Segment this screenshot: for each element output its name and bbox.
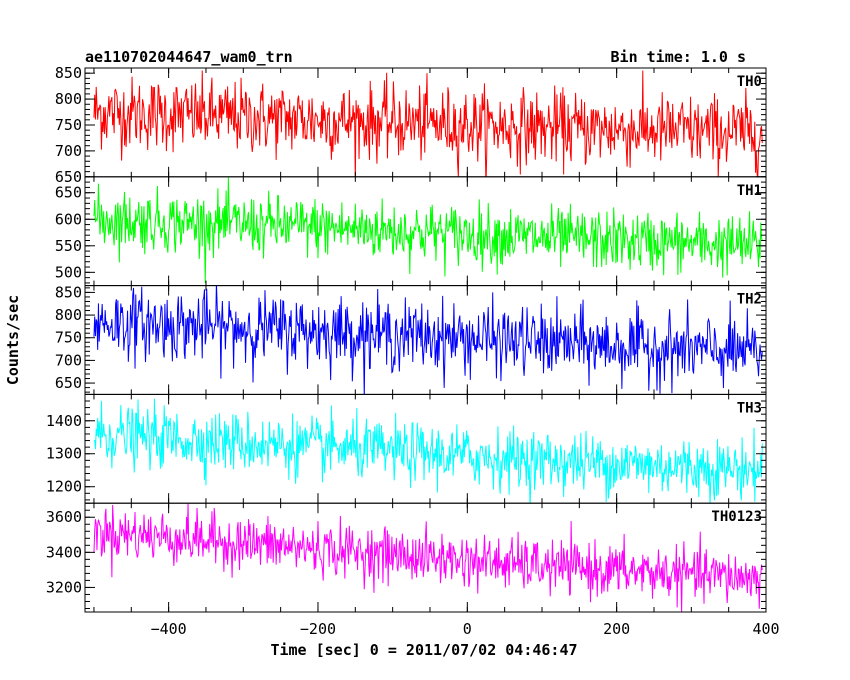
y-tick-label: 700 (55, 142, 82, 160)
panel-label: TH3 (737, 400, 762, 416)
y-tick-label: 850 (55, 283, 82, 301)
y-tick-label: 750 (55, 116, 82, 134)
y-tick-label: 700 (55, 351, 82, 369)
y-tick-label: 650 (55, 374, 82, 392)
panel-label: TH1 (737, 183, 762, 199)
panels-group: 650 700 750 800 850 TH0 500 550 600 650 TH1 650 700 7… (46, 64, 780, 638)
series-line-th1 (93, 177, 763, 283)
panel-th2: 650 700 750 800 850 TH2 (55, 283, 767, 395)
y-tick-label: 1400 (46, 412, 82, 430)
panel-label: TH0123 (711, 509, 762, 525)
y-tick-label: 650 (55, 184, 82, 202)
chart-title: ae110702044647_wam0_trn (85, 48, 293, 66)
y-tick-label: 3400 (46, 543, 82, 561)
y-tick-label: 600 (55, 210, 82, 228)
panel-label: TH0 (737, 74, 762, 90)
panel-frame (84, 502, 767, 613)
y-tick-label: 550 (55, 237, 82, 255)
panel-th0123: 3200 3400 3600 TH0123 (46, 502, 767, 613)
y-tick-label: 1300 (46, 445, 82, 463)
y-axis-label: Counts/sec (4, 295, 22, 385)
x-tick-label: −200 (300, 620, 336, 638)
y-tick-label: 800 (55, 90, 82, 108)
y-tick-label: 3600 (46, 508, 82, 526)
y-tick-label: 1200 (46, 478, 82, 496)
series-line-th0123 (93, 503, 763, 613)
x-tick-label: 400 (752, 620, 779, 638)
series-line-th2 (93, 285, 763, 395)
x-axis-label: Time [sec] 0 = 2011/07/02 04:46:47 (270, 641, 577, 659)
y-tick-label: 650 (55, 168, 82, 186)
y-tick-label: 500 (55, 263, 82, 281)
panel-th1: 500 550 600 650 TH1 (55, 176, 767, 287)
series-line-th3 (93, 398, 763, 504)
series-line-th0 (93, 70, 763, 177)
bin-time-label: Bin time: 1.0 s (611, 48, 746, 66)
y-tick-label: 800 (55, 306, 82, 324)
panel-th0: 650 700 750 800 850 TH0 (55, 64, 767, 186)
x-tick-label: −400 (151, 620, 187, 638)
y-tick-label: 3200 (46, 578, 82, 596)
panel-th3: 1200 1300 1400 TH3 (46, 393, 767, 504)
y-tick-label: 850 (55, 64, 82, 82)
panel-label: TH2 (737, 292, 762, 308)
x-tick-label: 0 (463, 620, 472, 638)
y-tick-label: 750 (55, 329, 82, 347)
x-tick-label: 200 (603, 620, 630, 638)
